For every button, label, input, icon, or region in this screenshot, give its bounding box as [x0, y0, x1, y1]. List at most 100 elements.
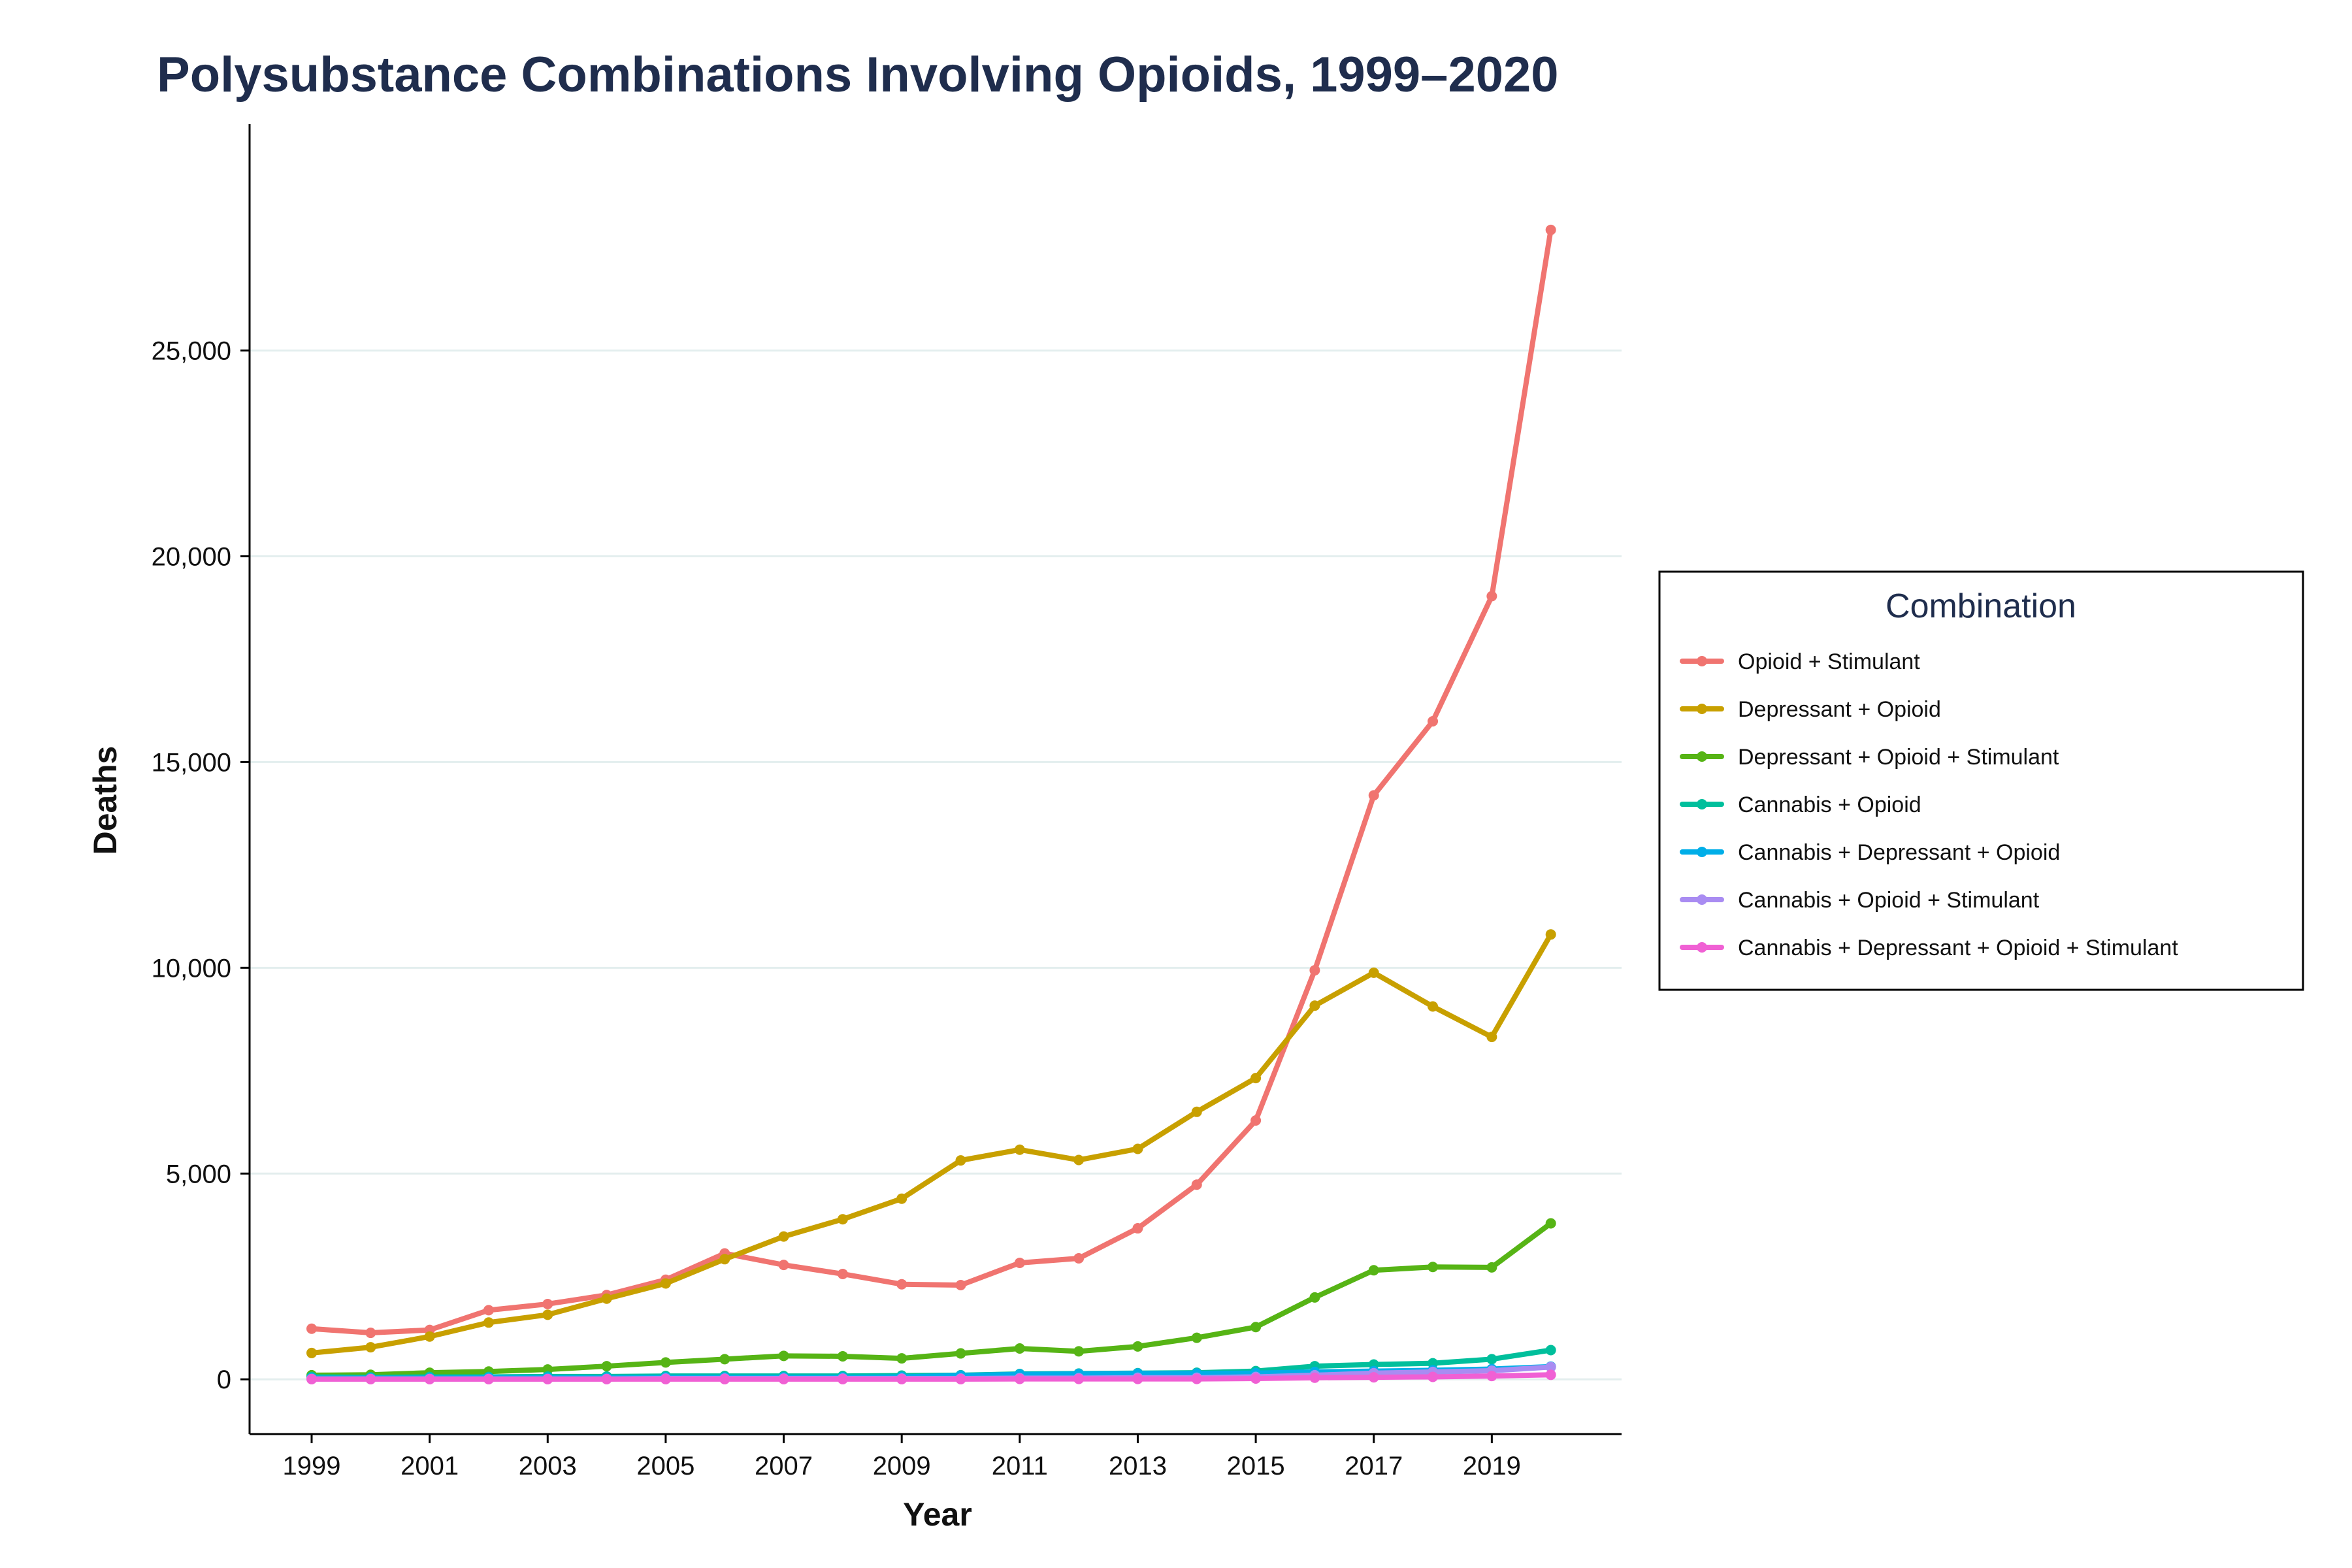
data-point — [1014, 1144, 1025, 1155]
data-point — [660, 1373, 671, 1384]
data-point — [542, 1309, 553, 1320]
tick-labels: 0 5,000 10,000 15,000 20,000 25,000 1999 2001 20… — [152, 336, 1521, 1480]
data-point — [1545, 1345, 1556, 1356]
data-point — [778, 1350, 789, 1362]
data-point — [837, 1268, 848, 1279]
x-tick-label: 2003 — [519, 1452, 577, 1480]
data-point — [955, 1155, 966, 1166]
series-line — [309, 1220, 1554, 1378]
data-point — [1191, 1373, 1202, 1384]
data-point — [542, 1298, 553, 1309]
data-point — [837, 1350, 848, 1362]
data-point — [1486, 591, 1497, 602]
legend-title: Combination — [1886, 587, 2076, 625]
data-point — [1428, 1001, 1439, 1012]
x-tick-label: 2005 — [636, 1452, 694, 1480]
y-tick-label: 10,000 — [152, 954, 231, 983]
legend-items: Opioid + Stimulant Depressant + Opioid Dep… — [1680, 649, 2178, 960]
legend-label: Cannabis + Opioid + Stimulant — [1738, 888, 2040, 913]
data-point — [896, 1353, 907, 1364]
legend-label: Opioid + Stimulant — [1738, 649, 1920, 674]
data-point — [306, 1373, 317, 1384]
x-tick-label: 2013 — [1109, 1452, 1167, 1480]
series-lines — [306, 224, 1556, 1384]
legend-label: Depressant + Opioid — [1738, 697, 1941, 722]
y-axis-title: Deaths — [87, 746, 123, 855]
legend-label: Cannabis + Depressant + Opioid + Stimula… — [1738, 936, 2178, 960]
legend-item: Depressant + Opioid — [1680, 697, 1941, 722]
data-point — [719, 1254, 730, 1265]
data-point — [778, 1373, 789, 1384]
data-point — [1428, 1262, 1439, 1273]
data-point — [1545, 224, 1556, 235]
legend-item: Depressant + Opioid + Stimulant — [1680, 745, 2059, 770]
data-point — [1250, 1322, 1262, 1333]
data-point — [1132, 1143, 1143, 1154]
data-point — [1132, 1373, 1143, 1384]
data-point — [1309, 965, 1320, 976]
data-point — [1545, 1218, 1556, 1229]
data-point — [1250, 1373, 1262, 1384]
x-axis-title: Year — [903, 1496, 972, 1533]
data-point — [778, 1231, 789, 1242]
data-point — [1073, 1154, 1085, 1166]
data-point — [1368, 1372, 1379, 1383]
x-tick-label: 2019 — [1463, 1452, 1521, 1480]
series-2 — [306, 929, 1556, 1358]
data-point — [424, 1331, 435, 1342]
x-tick-label: 1999 — [283, 1452, 341, 1480]
legend-swatch-point — [1697, 894, 1707, 905]
legend-item: Cannabis + Opioid — [1680, 792, 1921, 817]
data-point — [837, 1214, 848, 1225]
legend-label: Cannabis + Depressant + Opioid — [1738, 840, 2060, 865]
data-point — [1014, 1373, 1025, 1384]
legend: Combination Opioid + Stimulant Depressant… — [1658, 570, 2304, 991]
legend-swatch-point — [1697, 942, 1707, 953]
data-point — [837, 1373, 848, 1384]
data-point — [1014, 1257, 1025, 1268]
data-point — [955, 1348, 966, 1359]
series-line — [309, 227, 1554, 1336]
legend-swatch-point — [1697, 751, 1707, 762]
y-tick-label: 0 — [217, 1365, 231, 1394]
data-point — [1191, 1106, 1202, 1117]
data-point — [306, 1347, 317, 1358]
data-point — [1368, 790, 1379, 801]
legend-item: Cannabis + Depressant + Opioid — [1680, 840, 2060, 865]
data-point — [719, 1373, 730, 1384]
data-point — [778, 1260, 789, 1271]
data-point — [896, 1279, 907, 1290]
series-3 — [306, 1218, 1556, 1380]
axes — [240, 124, 1622, 1443]
legend-swatch-point — [1697, 799, 1707, 809]
x-tick-label: 2001 — [400, 1452, 459, 1480]
data-point — [1191, 1179, 1202, 1190]
data-point — [1486, 1262, 1497, 1273]
data-point — [601, 1361, 612, 1372]
legend-item: Cannabis + Opioid + Stimulant — [1680, 888, 2040, 913]
data-point — [1545, 929, 1556, 940]
data-point — [542, 1373, 553, 1384]
y-tick-label: 20,000 — [152, 542, 231, 571]
legend-swatch-point — [1697, 847, 1707, 857]
data-point — [1073, 1253, 1085, 1264]
data-point — [1073, 1346, 1085, 1357]
data-point — [1368, 1265, 1379, 1276]
data-point — [1368, 967, 1379, 978]
data-point — [601, 1293, 612, 1304]
series-7 — [306, 1369, 1556, 1384]
data-point — [601, 1373, 612, 1384]
data-point — [483, 1305, 494, 1316]
data-point — [896, 1193, 907, 1204]
data-point — [365, 1328, 376, 1339]
data-point — [896, 1373, 907, 1384]
x-tick-label: 2007 — [755, 1452, 813, 1480]
data-point — [424, 1373, 435, 1384]
legend-label: Cannabis + Opioid — [1738, 792, 1921, 817]
data-point — [1545, 1369, 1556, 1380]
x-tick-label: 2017 — [1345, 1452, 1403, 1480]
x-tick-label: 2009 — [873, 1452, 931, 1480]
data-point — [1073, 1373, 1085, 1384]
